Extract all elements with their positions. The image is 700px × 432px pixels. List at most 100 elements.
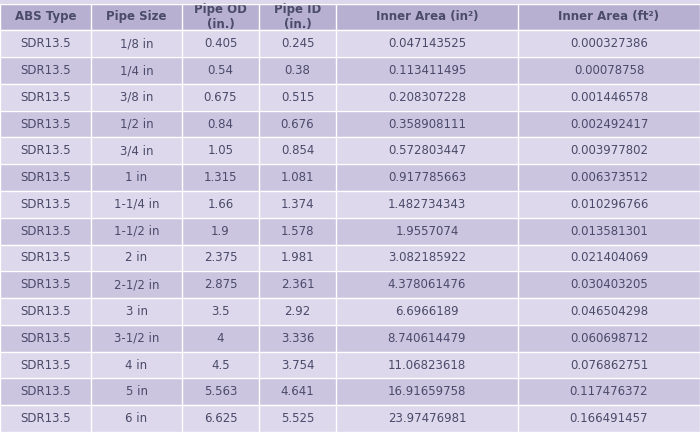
Bar xyxy=(182,57,259,84)
Bar xyxy=(518,191,700,218)
Text: 0.117476372: 0.117476372 xyxy=(570,385,648,398)
Text: 6 in: 6 in xyxy=(125,412,148,425)
Bar xyxy=(259,137,336,164)
Bar xyxy=(182,352,259,378)
Bar xyxy=(0,191,91,218)
Bar xyxy=(182,378,259,405)
Bar xyxy=(91,30,182,57)
Bar xyxy=(182,84,259,111)
Text: 3.754: 3.754 xyxy=(281,359,314,372)
Bar xyxy=(336,164,518,191)
Bar xyxy=(91,57,182,84)
Bar xyxy=(259,218,336,245)
Bar xyxy=(336,191,518,218)
Text: ABS Type: ABS Type xyxy=(15,10,76,23)
Bar xyxy=(259,378,336,405)
Bar xyxy=(259,111,336,137)
Bar xyxy=(336,325,518,352)
Bar xyxy=(0,84,91,111)
Bar xyxy=(259,405,336,432)
Text: 0.000327386: 0.000327386 xyxy=(570,37,648,50)
Text: 1.374: 1.374 xyxy=(281,198,314,211)
Text: 16.91659758: 16.91659758 xyxy=(388,385,466,398)
Text: 0.076862751: 0.076862751 xyxy=(570,359,648,372)
Bar xyxy=(0,352,91,378)
Bar xyxy=(0,57,91,84)
Text: 4: 4 xyxy=(217,332,224,345)
Text: 0.675: 0.675 xyxy=(204,91,237,104)
Bar xyxy=(518,271,700,298)
Text: 2 in: 2 in xyxy=(125,251,148,264)
Bar xyxy=(0,245,91,271)
Bar xyxy=(259,245,336,271)
Text: 0.046504298: 0.046504298 xyxy=(570,305,648,318)
Text: 2.92: 2.92 xyxy=(284,305,311,318)
Bar xyxy=(259,325,336,352)
Text: 4.5: 4.5 xyxy=(211,359,230,372)
Text: 0.113411495: 0.113411495 xyxy=(388,64,466,77)
Text: 5.563: 5.563 xyxy=(204,385,237,398)
Bar xyxy=(91,218,182,245)
Text: 2.361: 2.361 xyxy=(281,278,314,291)
Text: 2-1/2 in: 2-1/2 in xyxy=(113,278,160,291)
Text: 23.97476981: 23.97476981 xyxy=(388,412,466,425)
Bar xyxy=(336,57,518,84)
Bar xyxy=(336,405,518,432)
Bar xyxy=(0,325,91,352)
Text: SDR13.5: SDR13.5 xyxy=(20,278,71,291)
Bar xyxy=(259,298,336,325)
Text: 0.060698712: 0.060698712 xyxy=(570,332,648,345)
Bar xyxy=(259,30,336,57)
Bar xyxy=(336,271,518,298)
Text: 3.5: 3.5 xyxy=(211,305,230,318)
Text: 11.06823618: 11.06823618 xyxy=(388,359,466,372)
Text: 2.375: 2.375 xyxy=(204,251,237,264)
Text: Inner Area (in²): Inner Area (in²) xyxy=(376,10,478,23)
Text: 3 in: 3 in xyxy=(125,305,148,318)
Bar xyxy=(518,3,700,30)
Bar xyxy=(182,271,259,298)
Text: SDR13.5: SDR13.5 xyxy=(20,171,71,184)
Bar xyxy=(259,3,336,30)
Bar xyxy=(518,325,700,352)
Bar xyxy=(182,325,259,352)
Text: 0.006373512: 0.006373512 xyxy=(570,171,648,184)
Text: 0.030403205: 0.030403205 xyxy=(570,278,648,291)
Bar xyxy=(518,298,700,325)
Bar xyxy=(518,164,700,191)
Text: 0.047143525: 0.047143525 xyxy=(388,37,466,50)
Text: SDR13.5: SDR13.5 xyxy=(20,412,71,425)
Text: 6.625: 6.625 xyxy=(204,412,237,425)
Bar xyxy=(91,378,182,405)
Text: SDR13.5: SDR13.5 xyxy=(20,332,71,345)
Bar xyxy=(91,298,182,325)
Bar xyxy=(0,137,91,164)
Text: SDR13.5: SDR13.5 xyxy=(20,198,71,211)
Text: Pipe ID
(in.): Pipe ID (in.) xyxy=(274,3,321,31)
Text: 1/4 in: 1/4 in xyxy=(120,64,153,77)
Bar xyxy=(518,30,700,57)
Bar xyxy=(91,84,182,111)
Bar xyxy=(0,405,91,432)
Text: 2.875: 2.875 xyxy=(204,278,237,291)
Bar xyxy=(259,164,336,191)
Bar xyxy=(91,352,182,378)
Text: 0.002492417: 0.002492417 xyxy=(570,118,648,130)
Text: Pipe OD
(in.): Pipe OD (in.) xyxy=(194,3,247,31)
Bar xyxy=(0,111,91,137)
Bar xyxy=(91,325,182,352)
Text: 0.515: 0.515 xyxy=(281,91,314,104)
Text: Pipe Size: Pipe Size xyxy=(106,10,167,23)
Bar xyxy=(182,30,259,57)
Text: 1.482734343: 1.482734343 xyxy=(388,198,466,211)
Text: 8.740614479: 8.740614479 xyxy=(388,332,466,345)
Text: 0.021404069: 0.021404069 xyxy=(570,251,648,264)
Text: 1.981: 1.981 xyxy=(281,251,314,264)
Text: SDR13.5: SDR13.5 xyxy=(20,91,71,104)
Text: 1.9557074: 1.9557074 xyxy=(395,225,458,238)
Bar xyxy=(336,84,518,111)
Bar xyxy=(336,378,518,405)
Bar xyxy=(518,405,700,432)
Text: 0.84: 0.84 xyxy=(207,118,234,130)
Text: 1.05: 1.05 xyxy=(207,144,234,157)
